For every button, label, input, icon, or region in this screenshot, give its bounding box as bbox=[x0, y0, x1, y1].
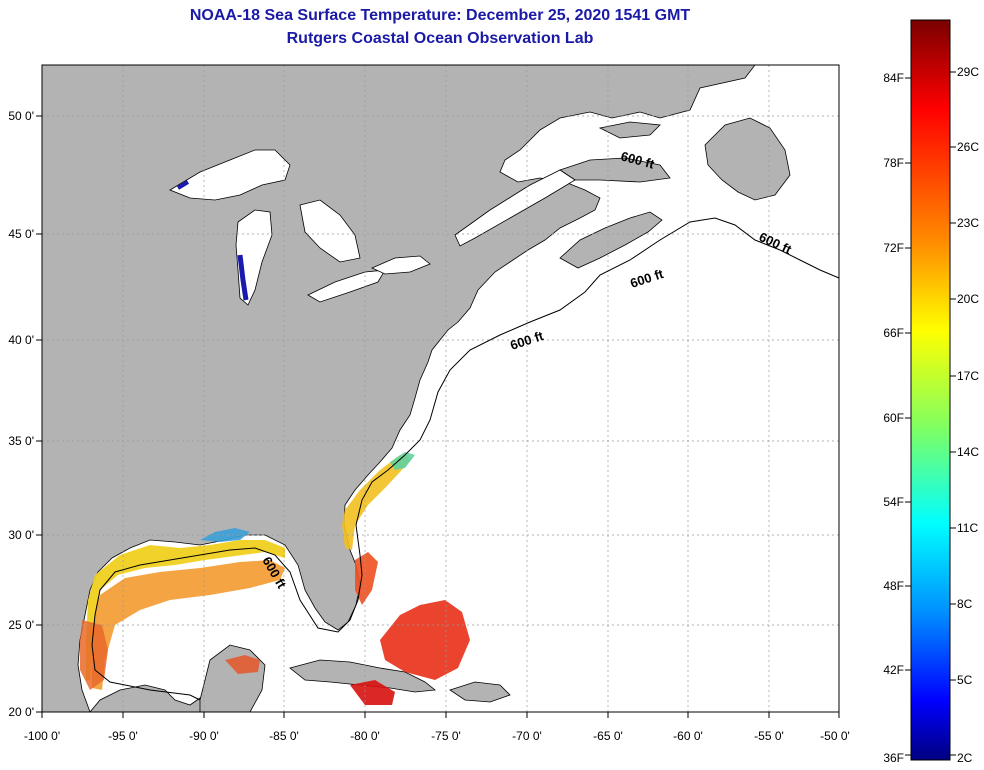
lat-tick-label: 25 0' bbox=[8, 618, 34, 632]
lat-tick-label: 40 0' bbox=[8, 333, 34, 347]
land-gaspe bbox=[559, 157, 671, 183]
sst-cuba-south bbox=[350, 680, 395, 705]
colorbar-f-labels: 84F 78F 72F 66F 60F 54F 48F 42F 36F bbox=[883, 71, 904, 765]
land-nova-scotia bbox=[559, 211, 663, 269]
colorbar-c-label: 26C bbox=[957, 140, 979, 154]
axis-ticks bbox=[36, 115, 840, 718]
colorbar bbox=[910, 19, 951, 761]
colorbar-f-label: 84F bbox=[883, 71, 904, 85]
map-subtitle: Rutgers Coastal Ocean Observation Lab bbox=[286, 30, 594, 47]
isobath-600ft bbox=[91, 217, 840, 701]
colorbar-c-label: 8C bbox=[957, 597, 973, 611]
map-frame bbox=[41, 64, 840, 713]
land-cuba bbox=[289, 659, 437, 693]
lat-tick-label: 45 0' bbox=[8, 227, 34, 241]
colorbar-f-label: 72F bbox=[883, 241, 904, 255]
lon-tick-label: -55 0' bbox=[754, 729, 784, 743]
land-north-america bbox=[42, 65, 756, 712]
land-hispaniola bbox=[449, 681, 511, 703]
sst-caribbean-spots bbox=[225, 655, 260, 674]
lon-tick-label: -75 0' bbox=[431, 729, 461, 743]
lake-superior-cold-edge bbox=[176, 180, 190, 190]
lon-tick-label: -60 0' bbox=[673, 729, 703, 743]
lat-tick-label: 30 0' bbox=[8, 528, 34, 542]
lake-ontario bbox=[371, 255, 431, 275]
lon-tick-label: -50 0' bbox=[820, 729, 850, 743]
colorbar-c-label: 23C bbox=[957, 216, 979, 230]
lat-tick-labels: 50 0' 45 0' 40 0' 35 0' 30 0' 25 0' 20 0… bbox=[8, 109, 34, 719]
sst-bahamas bbox=[380, 600, 470, 680]
lon-tick-label: -95 0' bbox=[108, 729, 138, 743]
sst-carolina-green bbox=[390, 452, 415, 470]
colorbar-f-label: 60F bbox=[883, 411, 904, 425]
colorbar-c-label: 2C bbox=[957, 751, 973, 765]
lake-superior bbox=[169, 149, 291, 201]
map-title: NOAA-18 Sea Surface Temperature: Decembe… bbox=[189, 7, 691, 24]
lake-huron bbox=[299, 199, 361, 263]
colorbar-f-label: 42F bbox=[883, 663, 904, 677]
colorbar-c-labels: 29C 26C 23C 20C 17C 14C 11C 8C 5C 2C bbox=[957, 65, 979, 765]
lat-tick-label: 35 0' bbox=[8, 434, 34, 448]
lon-tick-label: -70 0' bbox=[512, 729, 542, 743]
lat-tick-label: 50 0' bbox=[8, 109, 34, 123]
colorbar-f-label: 78F bbox=[883, 156, 904, 170]
lon-tick-label: -100 0' bbox=[24, 729, 60, 743]
lon-tick-label: -90 0' bbox=[189, 729, 219, 743]
sst-gulf-cold-edge bbox=[200, 528, 250, 542]
colorbar-f-label: 36F bbox=[883, 751, 904, 765]
lon-tick-label: -80 0' bbox=[350, 729, 380, 743]
colorbar-c-label: 14C bbox=[957, 445, 979, 459]
land-anticosti bbox=[598, 121, 661, 139]
lon-tick-labels: -100 0' -95 0' -90 0' -85 0' -80 0' -75 … bbox=[24, 729, 850, 743]
lon-tick-label: -65 0' bbox=[593, 729, 623, 743]
lake-erie bbox=[307, 269, 386, 303]
st-lawrence bbox=[454, 169, 576, 247]
colorbar-c-label: 20C bbox=[957, 292, 979, 306]
colorbar-c-label: 29C bbox=[957, 65, 979, 79]
land-newfoundland bbox=[704, 117, 791, 201]
lake-michigan-cold-edge bbox=[237, 254, 249, 301]
lat-tick-label: 20 0' bbox=[8, 705, 34, 719]
sst-gulf-sw bbox=[80, 620, 108, 690]
colorbar-f-label: 54F bbox=[883, 495, 904, 509]
sst-gulf-warm bbox=[92, 560, 285, 690]
lon-tick-label: -85 0' bbox=[269, 729, 299, 743]
colorbar-f-label: 66F bbox=[883, 326, 904, 340]
colorbar-c-label: 17C bbox=[957, 369, 979, 383]
colorbar-ticks bbox=[905, 71, 956, 756]
colorbar-c-label: 11C bbox=[957, 521, 978, 535]
colorbar-f-label: 48F bbox=[883, 579, 904, 593]
colorbar-c-label: 5C bbox=[957, 673, 973, 687]
